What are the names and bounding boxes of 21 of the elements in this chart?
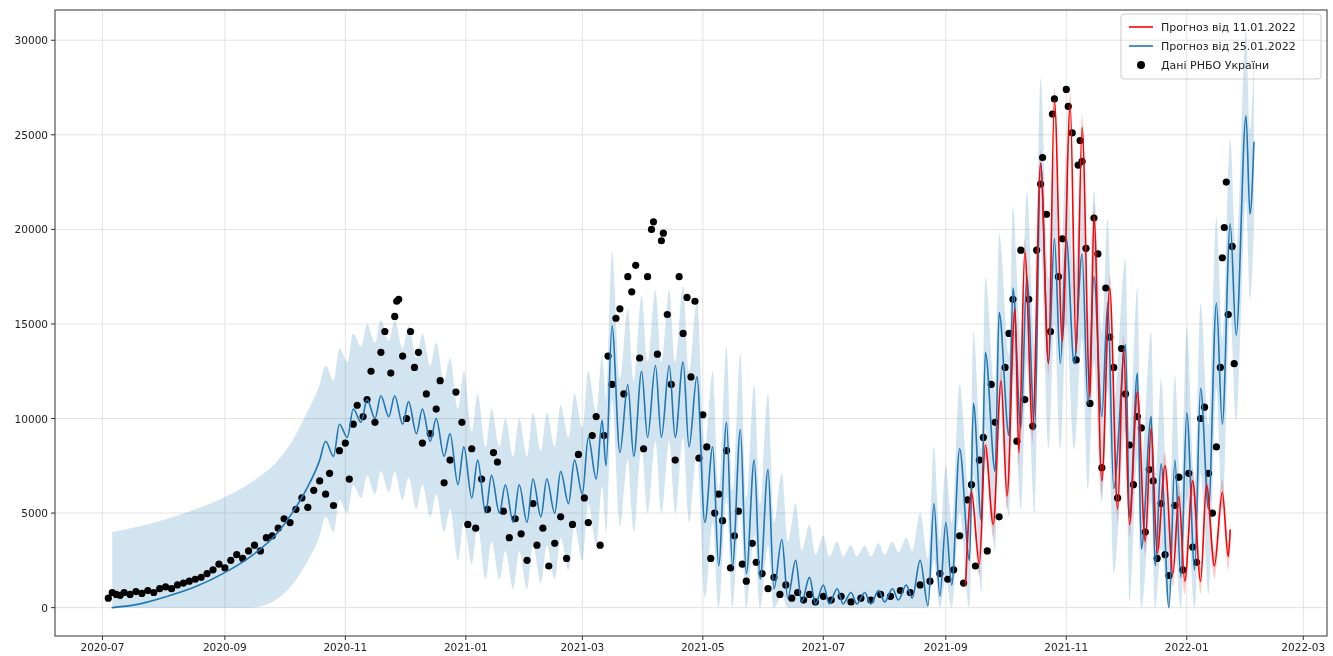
y-tick-label: 10000 — [14, 412, 48, 425]
y-tick-label: 20000 — [14, 223, 48, 236]
x-tick-label: 2022-03 — [1281, 641, 1326, 653]
x-tick-label: 2021-03 — [560, 641, 605, 653]
x-tick-label: 2021-05 — [680, 641, 725, 653]
x-tick-label: 2021-07 — [801, 641, 846, 653]
x-tick-label: 2021-09 — [923, 641, 968, 653]
legend-label: Дані РНБО України — [1161, 59, 1270, 72]
x-tick-label: 2020-09 — [202, 641, 247, 653]
x-tick-label: 2022-01 — [1164, 641, 1209, 653]
y-tick-label: 5000 — [21, 507, 48, 520]
legend-label: Прогноз від 11.01.2022 — [1161, 21, 1296, 34]
x-tick-label: 2021-01 — [443, 641, 488, 653]
legend-label: Прогноз від 25.01.2022 — [1161, 40, 1296, 53]
x-tick-label: 2020-07 — [80, 641, 125, 653]
y-tick-label: 0 — [41, 601, 48, 614]
x-tick-label: 2021-11 — [1044, 641, 1089, 653]
y-tick-label: 30000 — [14, 34, 48, 47]
y-tick-label: 15000 — [14, 317, 48, 330]
y-tick-label: 25000 — [14, 128, 48, 141]
x-tick-label: 2020-11 — [323, 641, 368, 653]
